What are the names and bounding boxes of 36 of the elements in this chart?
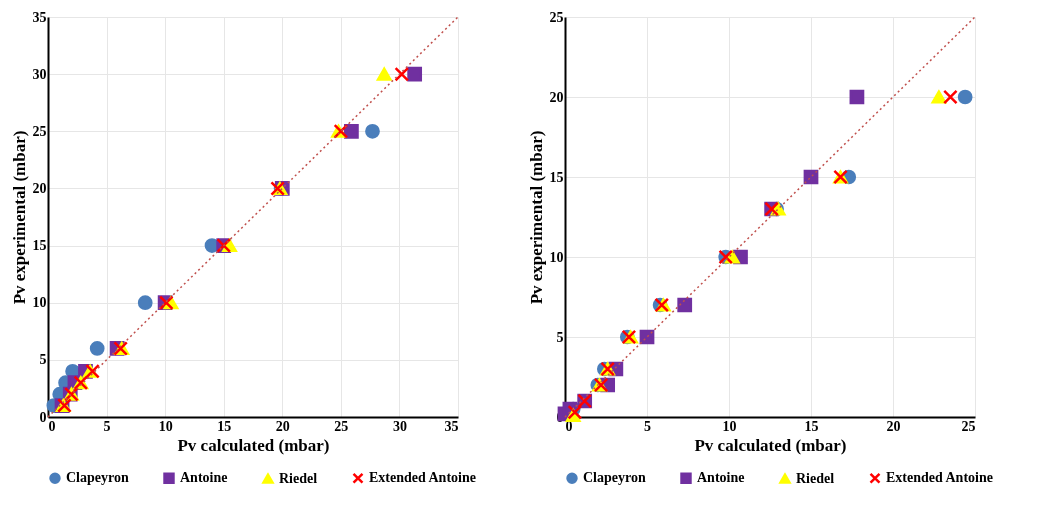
legend-label: Clapeyron <box>583 470 646 486</box>
x-tick-label: 20 <box>886 418 901 434</box>
x-tick-label: 5 <box>103 418 111 434</box>
y-tick-label: 20 <box>549 89 564 105</box>
x-axis-title: Pv calculated (mbar) <box>177 435 330 455</box>
y-tick-label: 25 <box>549 9 564 25</box>
x-axis-title: Pv calculated (mbar) <box>694 435 847 455</box>
x-tick-label: 20 <box>275 418 290 434</box>
legend-label: Clapeyron <box>66 470 129 486</box>
y-tick-label: 10 <box>549 249 564 265</box>
x-tick-label: 30 <box>392 418 407 434</box>
x-tick-label: 10 <box>158 418 173 434</box>
x-tick-label: 15 <box>217 418 232 434</box>
legend-label: Extended Antoine <box>886 470 993 486</box>
x-tick-label: 15 <box>804 418 819 434</box>
legend-label: Antoine <box>697 470 745 486</box>
legend-label: Antoine <box>180 470 228 486</box>
x-tick-label: 5 <box>644 418 651 434</box>
y-tick-label: 15 <box>32 238 47 254</box>
y-tick-label: 15 <box>549 169 564 185</box>
x-tick-label: 25 <box>961 418 976 434</box>
y-tick-label: 5 <box>39 352 47 368</box>
x-tick-label: 10 <box>722 418 737 434</box>
y-tick-label: 30 <box>32 66 47 82</box>
x-tick-label: 25 <box>334 418 349 434</box>
y-axis-title: Pv experimental (mbar) <box>9 130 29 305</box>
y-tick-label: 25 <box>32 123 47 139</box>
y-tick-label: 20 <box>32 180 47 196</box>
y-axis-title: Pv experimental (mbar) <box>526 130 546 305</box>
legend-label: Extended Antoine <box>369 470 476 486</box>
y-tick-label: 10 <box>32 295 47 311</box>
x-tick-label: 35 <box>444 418 459 434</box>
legend-label: Riedel <box>796 470 835 486</box>
y-tick-label: 35 <box>32 9 47 25</box>
y-tick-label: 5 <box>556 329 564 345</box>
legend-label: Riedel <box>279 470 318 486</box>
